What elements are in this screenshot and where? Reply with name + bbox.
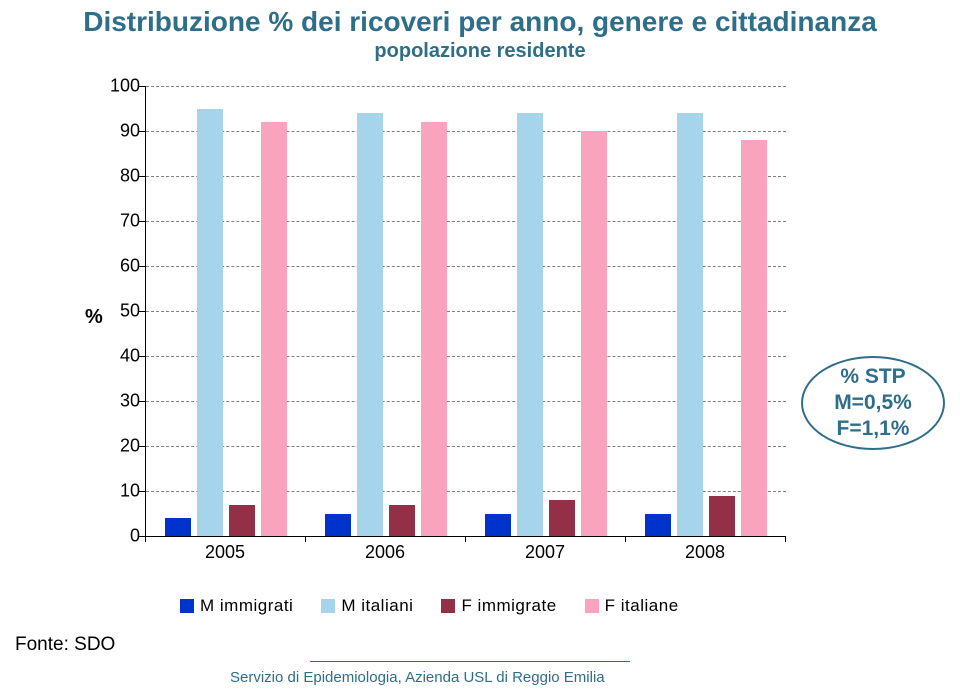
y-tick-label: 80	[110, 166, 140, 187]
bar	[581, 131, 607, 536]
legend-label: F italiane	[605, 596, 679, 616]
bar	[229, 505, 255, 537]
x-tick-mark	[465, 536, 466, 542]
y-tick-label: 40	[110, 346, 140, 367]
y-tick-label: 10	[110, 481, 140, 502]
legend-swatch	[180, 599, 194, 613]
y-tick-mark	[139, 311, 145, 312]
x-tick-label: 2005	[205, 542, 245, 563]
bar	[261, 122, 287, 536]
legend-label: M immigrati	[200, 596, 293, 616]
y-tick-label: 50	[110, 301, 140, 322]
bar	[197, 109, 223, 537]
y-tick-mark	[139, 221, 145, 222]
plot-region	[145, 86, 786, 537]
x-tick-label: 2007	[525, 542, 565, 563]
y-tick-mark	[139, 446, 145, 447]
bar	[709, 496, 735, 537]
bar	[517, 113, 543, 536]
y-tick-label: 0	[110, 526, 140, 547]
legend-item: M immigrati	[180, 596, 293, 616]
bar	[357, 113, 383, 536]
bar	[645, 514, 671, 537]
y-tick-label: 60	[110, 256, 140, 277]
x-tick-mark	[145, 536, 146, 542]
y-axis-label: %	[85, 306, 103, 329]
y-tick-mark	[139, 491, 145, 492]
bar	[677, 113, 703, 536]
callout-line3: F=1,1%	[837, 416, 910, 442]
legend-item: F immigrate	[441, 596, 556, 616]
x-tick-mark	[625, 536, 626, 542]
y-tick-mark	[139, 86, 145, 87]
y-tick-mark	[139, 131, 145, 132]
y-tick-mark	[139, 176, 145, 177]
callout-line1: % STP	[840, 364, 905, 390]
legend-item: M italiani	[321, 596, 413, 616]
legend: M immigrati M italiani F immigrate F italia…	[180, 596, 679, 616]
bar	[389, 505, 415, 537]
source-text: Fonte: SDO	[15, 634, 115, 656]
x-tick-label: 2006	[365, 542, 405, 563]
gridline	[146, 86, 786, 87]
y-tick-label: 90	[110, 121, 140, 142]
bar	[741, 140, 767, 536]
y-tick-label: 70	[110, 211, 140, 232]
y-tick-label: 20	[110, 436, 140, 457]
footer-divider	[310, 661, 630, 662]
y-tick-label: 30	[110, 391, 140, 412]
legend-item: F italiane	[585, 596, 679, 616]
y-tick-mark	[139, 356, 145, 357]
footer-text: Servizio di Epidemiologia, Azienda USL d…	[230, 669, 605, 686]
callout-line2: M=0,5%	[834, 390, 912, 416]
callout-oval: % STP M=0,5% F=1,1%	[801, 356, 945, 450]
y-tick-mark	[139, 401, 145, 402]
chart-area: % 0102030405060708090100 200520062007200…	[85, 86, 785, 556]
bar	[485, 514, 511, 537]
x-tick-mark	[305, 536, 306, 542]
bar	[549, 500, 575, 536]
bar	[165, 518, 191, 536]
y-tick-mark	[139, 266, 145, 267]
chart-title: Distribuzione % dei ricoveri per anno, g…	[0, 6, 960, 38]
bar	[421, 122, 447, 536]
legend-label: F immigrate	[461, 596, 556, 616]
y-tick-label: 100	[110, 76, 140, 97]
legend-label: M italiani	[341, 596, 413, 616]
legend-swatch	[585, 599, 599, 613]
bar	[325, 514, 351, 537]
chart-subtitle: popolazione residente	[0, 40, 960, 63]
x-tick-label: 2008	[685, 542, 725, 563]
legend-swatch	[321, 599, 335, 613]
x-tick-mark	[785, 536, 786, 542]
legend-swatch	[441, 599, 455, 613]
